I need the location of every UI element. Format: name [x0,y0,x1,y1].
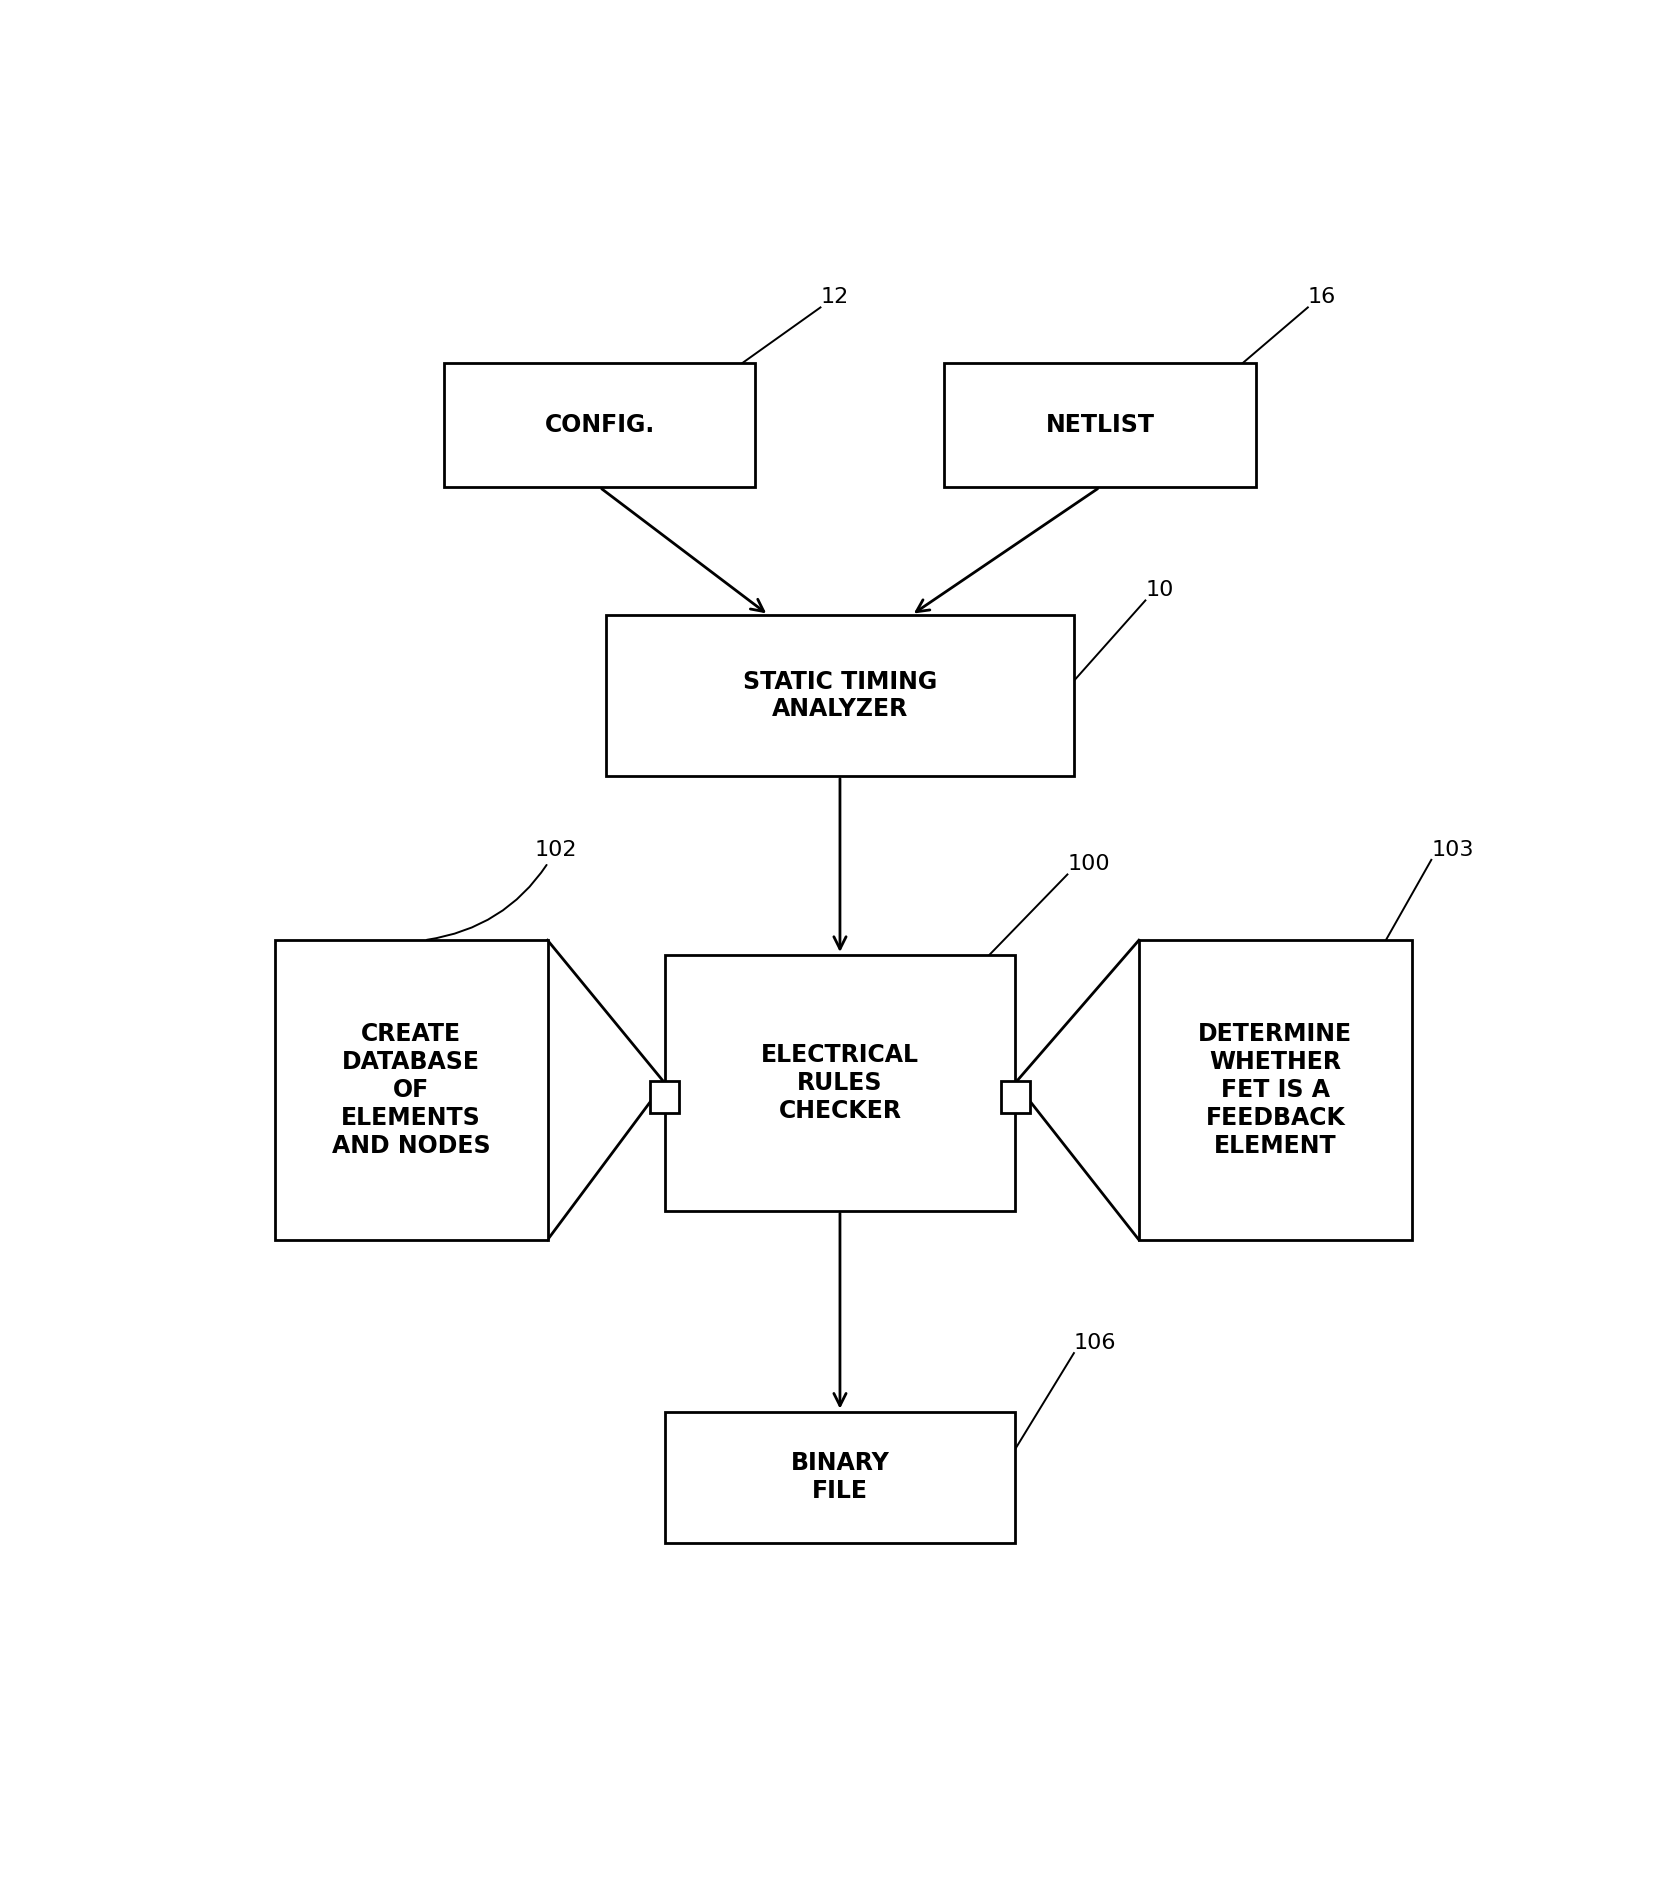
Bar [1001,1082,1030,1114]
Text: 102: 102 [428,839,577,940]
Bar [275,940,547,1239]
Text: ELECTRICAL
RULES
CHECKER: ELECTRICAL RULES CHECKER [761,1042,919,1122]
Text: 103: 103 [1430,839,1474,860]
Bar [664,955,1016,1211]
Text: NETLIST: NETLIST [1045,414,1154,437]
Bar [443,363,755,488]
Text: 16: 16 [1308,287,1337,307]
Text: 10: 10 [1145,581,1174,600]
Text: 100: 100 [1067,854,1110,875]
Bar [605,615,1073,776]
Text: STATIC TIMING
ANALYZER: STATIC TIMING ANALYZER [743,670,937,721]
Text: BINARY
FILE: BINARY FILE [790,1452,889,1503]
Bar [944,363,1256,488]
Text: CONFIG.: CONFIG. [545,414,654,437]
Bar [664,1412,1016,1543]
Text: 12: 12 [820,287,849,307]
Text: CREATE
DATABASE
OF
ELEMENTS
AND NODES: CREATE DATABASE OF ELEMENTS AND NODES [332,1023,490,1158]
Text: DETERMINE
WHETHER
FET IS A
FEEDBACK
ELEMENT: DETERMINE WHETHER FET IS A FEEDBACK ELEM… [1199,1023,1352,1158]
Text: 106: 106 [1073,1332,1117,1353]
Bar [651,1082,679,1114]
Bar [1139,940,1412,1239]
